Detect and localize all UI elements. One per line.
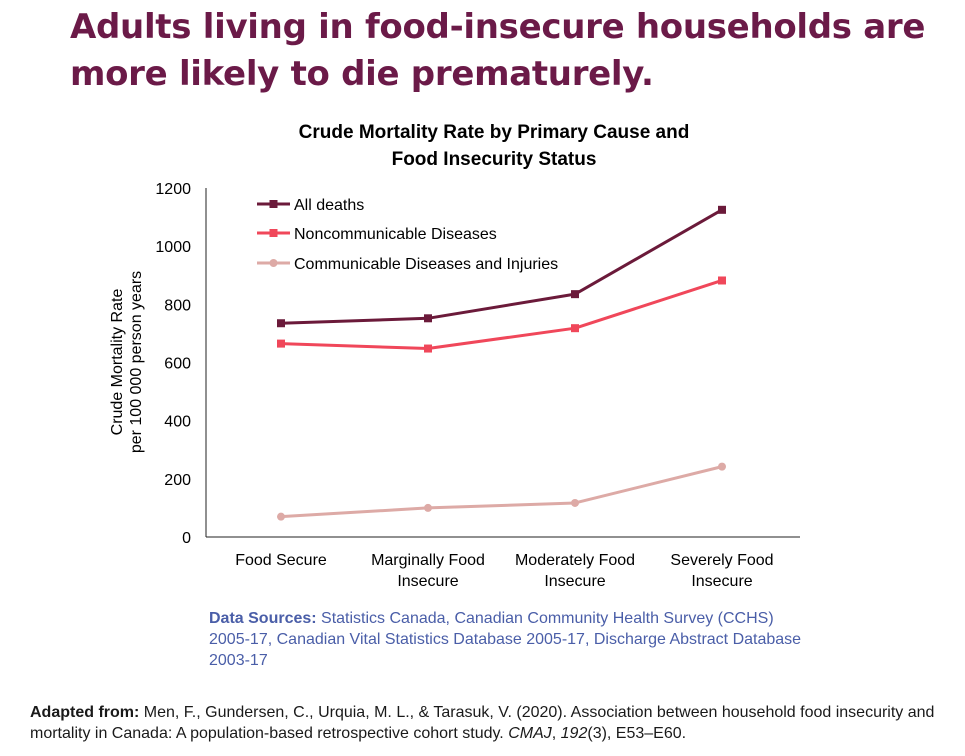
data-point	[718, 205, 726, 214]
y-axis-label-line2: per 100 000 person years	[128, 271, 145, 453]
citation-pages: (3), E53–E60.	[587, 725, 687, 742]
y-tick-label: 1200	[155, 181, 191, 198]
y-tick-labels: 0 200 400 600 800 1000 1200	[155, 181, 191, 547]
y-tick-label: 400	[164, 414, 191, 431]
y-tick-label: 800	[164, 297, 191, 314]
x-tick-label: Insecure	[691, 573, 752, 590]
mortality-line-chart: Crude Mortality Rate by Primary Cause an…	[109, 122, 800, 590]
data-point	[277, 512, 285, 521]
y-tick-label: 0	[182, 530, 191, 547]
legend-label: Communicable Diseases and Injuries	[294, 256, 558, 273]
legend: All deaths Noncommunicable Diseases Commun…	[257, 197, 558, 273]
x-tick-label: Moderately Food	[515, 552, 635, 569]
data-sources-label: Data Sources:	[209, 610, 317, 627]
citation-journal: CMAJ	[508, 725, 552, 742]
data-point	[424, 314, 432, 323]
y-axis-label-line1: Crude Mortality Rate	[109, 289, 126, 436]
citation-volume: 192	[560, 725, 588, 742]
chart-title-line1: Crude Mortality Rate by Primary Cause an…	[299, 122, 690, 143]
citation-sep: ,	[551, 725, 561, 742]
data-sources-text: Statistics Canada, Canadian Community He…	[209, 610, 802, 669]
x-tick-label: Insecure	[397, 573, 458, 590]
y-tick-label: 1000	[155, 239, 191, 256]
y-tick-label: 200	[164, 472, 191, 489]
data-sources-note: Data Sources: Statistics Canada, Canadia…	[209, 608, 809, 671]
data-point	[571, 498, 579, 507]
citation-note: Adapted from: Men, F., Gundersen, C., Ur…	[30, 702, 950, 744]
series-line	[280, 465, 723, 519]
chart-title-line2: Food Insecurity Status	[392, 149, 597, 170]
x-tick-label: Insecure	[544, 573, 605, 590]
series-lines	[277, 205, 726, 521]
x-tick-labels: Food Secure Marginally Food Insecure Modera…	[235, 552, 773, 590]
x-tick-label: Severely Food	[670, 552, 773, 569]
data-point	[277, 339, 285, 348]
data-point	[571, 290, 579, 299]
data-point	[424, 344, 432, 353]
series-line	[280, 279, 723, 351]
legend-swatch-marker	[269, 200, 278, 208]
legend-label: Noncommunicable Diseases	[294, 226, 497, 243]
legend-swatch-marker	[269, 229, 278, 237]
headline: Adults living in food-insecure household…	[70, 7, 926, 94]
data-point	[571, 324, 579, 333]
legend-swatch-marker	[269, 259, 278, 267]
data-point	[718, 462, 726, 471]
x-tick-label: Marginally Food	[371, 552, 485, 569]
legend-label: All deaths	[294, 197, 364, 214]
x-tick-label: Food Secure	[235, 552, 327, 569]
data-point	[718, 276, 726, 285]
citation-text: Men, F., Gundersen, C., Urquia, M. L., &…	[30, 704, 935, 742]
citation-label: Adapted from:	[30, 704, 140, 721]
data-point	[277, 319, 285, 328]
series-line	[280, 208, 723, 325]
y-tick-label: 600	[164, 356, 191, 373]
data-point	[424, 503, 432, 512]
